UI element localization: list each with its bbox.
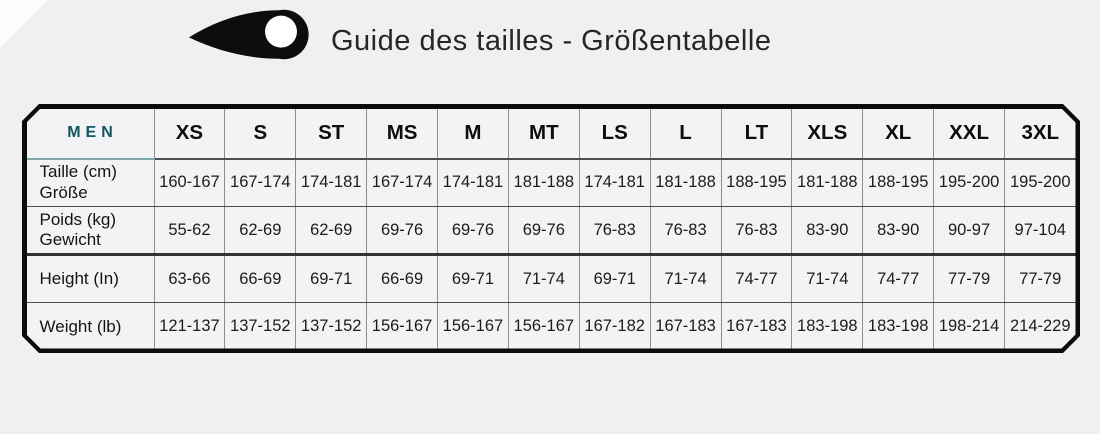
- size-cell: 156-167: [438, 303, 509, 351]
- size-cell: 181-188: [792, 159, 863, 207]
- size-cell: 83-90: [792, 207, 863, 255]
- size-cell: 69-76: [508, 207, 579, 255]
- size-cell: 71-74: [792, 255, 863, 303]
- size-cell: 76-83: [650, 207, 721, 255]
- size-cell: 156-167: [367, 303, 438, 351]
- corner-flash-decoration: [0, 0, 48, 48]
- size-table-body: Taille (cm) Größe 160-167 167-174 174-181 167…: [27, 159, 1076, 351]
- size-cell: 174-181: [579, 159, 650, 207]
- size-column-header: ST: [296, 109, 367, 159]
- size-table-head: MEN XS S ST MS M MT LS L LT XLS XL XXL 3XL: [27, 109, 1076, 159]
- size-cell: 195-200: [1005, 159, 1076, 207]
- size-cell: 74-77: [863, 255, 934, 303]
- size-cell: 69-76: [367, 207, 438, 255]
- row-label: Taille (cm) Größe: [27, 159, 155, 207]
- size-column-header: L: [650, 109, 721, 159]
- size-cell: 183-198: [863, 303, 934, 351]
- size-cell: 66-69: [367, 255, 438, 303]
- size-column-header: XL: [863, 109, 934, 159]
- table-row: Height (In) 63-66 66-69 69-71 66-69 69-71 71-7…: [27, 255, 1076, 303]
- size-column-header: S: [225, 109, 296, 159]
- size-cell: 90-97: [934, 207, 1005, 255]
- size-cell: 183-198: [792, 303, 863, 351]
- size-header-row: MEN XS S ST MS M MT LS L LT XLS XL XXL 3XL: [27, 109, 1076, 159]
- size-column-header: MS: [367, 109, 438, 159]
- size-cell: 121-137: [154, 303, 225, 351]
- size-table-frame: MEN XS S ST MS M MT LS L LT XLS XL XXL 3XL Taille (c…: [22, 104, 1080, 353]
- size-cell: 160-167: [154, 159, 225, 207]
- size-column-header: LS: [579, 109, 650, 159]
- page-title: Guide des tailles - Größentabelle: [331, 25, 772, 57]
- size-cell: 188-195: [863, 159, 934, 207]
- size-cell: 195-200: [934, 159, 1005, 207]
- size-cell: 76-83: [721, 207, 792, 255]
- size-cell: 181-188: [508, 159, 579, 207]
- size-cell: 167-182: [579, 303, 650, 351]
- size-column-header: MT: [508, 109, 579, 159]
- page-header: Guide des tailles - Größentabelle: [0, 0, 1100, 80]
- size-cell: 69-71: [438, 255, 509, 303]
- size-cell: 188-195: [721, 159, 792, 207]
- table-row: Poids (kg) Gewicht 55-62 62-69 62-69 69-76 69-…: [27, 207, 1076, 255]
- size-cell: 63-66: [154, 255, 225, 303]
- size-cell: 69-76: [438, 207, 509, 255]
- corner-label: MEN: [27, 109, 155, 159]
- size-cell: 55-62: [154, 207, 225, 255]
- size-cell: 83-90: [863, 207, 934, 255]
- size-column-header: 3XL: [1005, 109, 1076, 159]
- size-cell: 62-69: [225, 207, 296, 255]
- row-label: Weight (lb): [39, 316, 122, 336]
- table-row: Taille (cm) Größe 160-167 167-174 174-181 167…: [27, 159, 1076, 207]
- row-label: Poids (kg) Gewicht: [27, 207, 155, 255]
- size-table: MEN XS S ST MS M MT LS L LT XLS XL XXL 3XL Taille (c…: [27, 109, 1076, 351]
- size-column-header: LT: [721, 109, 792, 159]
- size-cell: 76-83: [579, 207, 650, 255]
- size-cell: 97-104: [1005, 207, 1076, 255]
- size-cell: 77-79: [934, 255, 1005, 303]
- size-cell: 69-71: [579, 255, 650, 303]
- size-cell: 167-183: [721, 303, 792, 351]
- size-cell: 66-69: [225, 255, 296, 303]
- size-column-header: XXL: [934, 109, 1005, 159]
- size-cell: 74-77: [721, 255, 792, 303]
- size-cell: 167-174: [367, 159, 438, 207]
- size-cell: 77-79: [1005, 255, 1076, 303]
- size-cell: 137-152: [296, 303, 367, 351]
- row-label: Height (In): [27, 255, 155, 303]
- size-cell: 167-183: [650, 303, 721, 351]
- table-row: Weight (lb) 121-137 137-152 137-152 156-167 1…: [27, 303, 1076, 351]
- size-cell: 62-69: [296, 207, 367, 255]
- size-column-header: M: [438, 109, 509, 159]
- size-cell: 71-74: [650, 255, 721, 303]
- comet-teardrop-logo-icon: [188, 9, 309, 60]
- size-cell: 181-188: [650, 159, 721, 207]
- size-cell: 174-181: [438, 159, 509, 207]
- size-cell: 71-74: [508, 255, 579, 303]
- size-cell: 69-71: [296, 255, 367, 303]
- size-column-header: XLS: [792, 109, 863, 159]
- size-cell: 156-167: [508, 303, 579, 351]
- size-cell: 174-181: [296, 159, 367, 207]
- size-column-header: XS: [154, 109, 225, 159]
- size-cell: 214-229: [1005, 303, 1076, 351]
- size-table-inner: MEN XS S ST MS M MT LS L LT XLS XL XXL 3XL Taille (c…: [27, 109, 1076, 349]
- size-cell: 198-214: [934, 303, 1005, 351]
- size-cell: 167-174: [225, 159, 296, 207]
- size-cell: 137-152: [225, 303, 296, 351]
